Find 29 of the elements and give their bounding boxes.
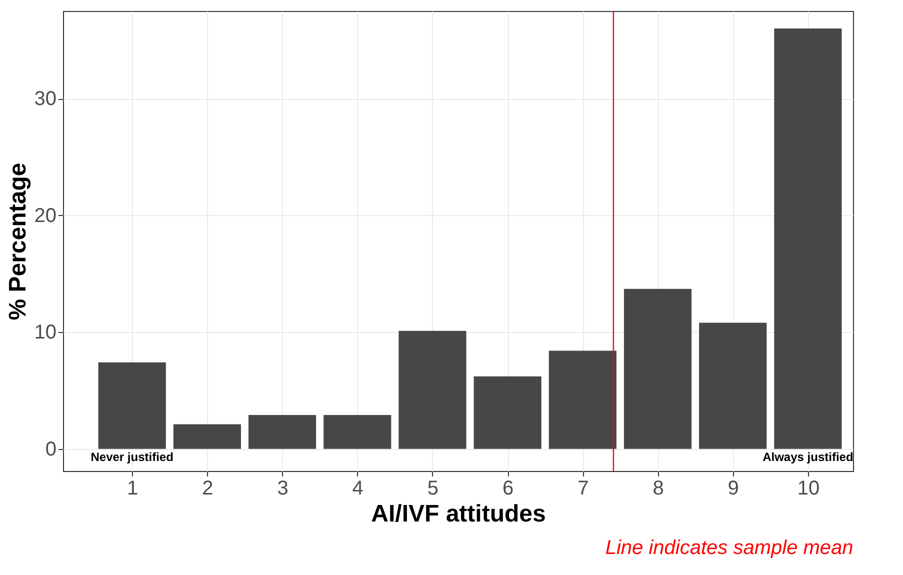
annotation: Never justified: [90, 450, 174, 464]
y-axis-title: % Percentage: [4, 162, 32, 320]
y-tick-label: 0: [45, 438, 56, 460]
bar: [699, 322, 767, 449]
y-tick-label: 20: [34, 204, 56, 227]
x-tick-label: 5: [427, 478, 439, 500]
bar: [173, 424, 241, 449]
bar: [98, 362, 166, 449]
bar: [774, 28, 842, 449]
x-tick-label: 2: [202, 478, 214, 500]
x-tick-label: 1: [127, 478, 138, 500]
bar: [474, 376, 542, 449]
x-tick-label: 3: [277, 478, 288, 500]
bar: [324, 414, 392, 449]
x-axis-title: AI/IVF attitudes: [371, 500, 546, 528]
bar: [548, 350, 616, 449]
x-tick-label: 6: [502, 478, 514, 500]
y-tick-label: 30: [34, 88, 56, 110]
y-tick-label: 10: [34, 322, 56, 344]
x-tick-label: 10: [797, 478, 820, 500]
text: Line indicates sample mean: [605, 537, 854, 559]
bar: [248, 414, 316, 449]
x-tick-label: 4: [352, 478, 364, 500]
annotation: Always justified: [762, 450, 854, 464]
bar: [398, 330, 466, 449]
bar: [624, 288, 692, 449]
x-tick-label: 8: [652, 478, 664, 500]
x-tick-label: 9: [728, 478, 739, 500]
x-tick-label: 7: [578, 478, 589, 500]
